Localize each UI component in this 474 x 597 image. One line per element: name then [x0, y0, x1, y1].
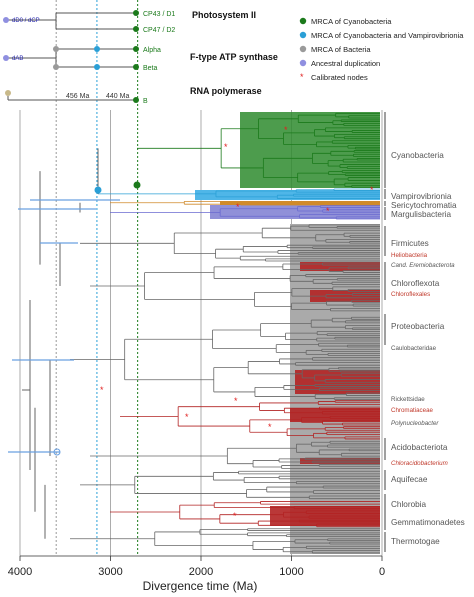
calibration-star-5: * — [326, 206, 330, 216]
clade-label-proteobacteria: Proteobacteria — [391, 322, 445, 331]
calibration-star-1: * — [224, 142, 228, 152]
legend-marker-cyano — [299, 17, 307, 25]
clade-label-sericytochromatia: Sericytochromatia — [391, 201, 457, 210]
clade-label-chlorobia: Chlorobia — [391, 500, 426, 509]
clade-label-vampirovibrionia: Vampirovibrionia — [391, 192, 452, 201]
node-mrca-bacteria — [53, 448, 61, 456]
node-annotations: * * * * * * * * * * — [8, 125, 374, 521]
legend-label-duplication: Ancestral duplication — [311, 59, 380, 68]
calibration-star-6: * — [100, 385, 104, 395]
legend-marker-duplication — [299, 59, 307, 67]
x-axis-label: Divergence time (Ma) — [143, 579, 258, 593]
clade-label-firmicutes: Firmicutes — [391, 239, 429, 248]
clade-label-chloroflexota: Chloroflexota — [391, 279, 440, 288]
reference-lines — [55, 0, 139, 556]
label-alpha: Alpha — [143, 47, 161, 54]
clade-label-cyanobacteria: Cyanobacteria — [391, 151, 444, 160]
clade-label-heliobacteria: Heliobacteria — [391, 252, 428, 259]
label-440-ma: 440 Ma — [106, 93, 129, 100]
label-cp47: CP47 / D2 — [143, 27, 175, 34]
x-tick-label-0: 0 — [379, 566, 385, 578]
clade-label-thermotogae: Thermotogae — [391, 537, 440, 546]
node-mrca-cyano — [133, 181, 141, 189]
calibration-star-3: * — [370, 185, 374, 195]
calibration-star-2: * — [284, 125, 288, 135]
title-atp-synthase: F-type ATP synthase — [190, 52, 278, 62]
legend-marker-vampiro — [299, 31, 307, 39]
label-cp43: CP43 / D1 — [143, 11, 175, 18]
duplication-node-ps2 — [3, 17, 9, 23]
title-photosystem-ii: Photosystem II — [192, 10, 256, 20]
clade-label-chloroflexales: Chloroflexales — [391, 291, 430, 298]
duplication-node-atp — [3, 55, 9, 61]
clade-label-polynucleobacter: Polynucleobacter — [391, 420, 439, 427]
ancestor-node-rnap — [5, 90, 11, 96]
clade-label-chloracidobacterium: Chloracidobacterium — [391, 460, 448, 467]
legend-label-calibrated: Calibrated nodes — [311, 73, 368, 82]
clade-label-gemmatimonadetes: Gemmatimonadetes — [391, 518, 465, 527]
label-beta: Beta — [143, 65, 158, 72]
x-tick-label-4000: 4000 — [8, 566, 32, 578]
vampiro-node-alpha — [94, 46, 100, 52]
clade-label-chromatiaceae: Chromatiaceae — [391, 407, 434, 414]
label-dab: dAB — [12, 56, 23, 62]
cyano-node-beta — [133, 64, 139, 70]
clade-label-rickettsidae: Rickettsidae — [391, 396, 425, 403]
bacteria-node-alpha — [53, 46, 59, 52]
calibration-star-8: * — [185, 412, 189, 422]
clade-label-aquifecae: Aquifecae — [391, 475, 428, 484]
label-456-ma: 456 Ma — [66, 93, 89, 100]
inset-trees: dD0 / dCP CP43 / D1 CP47 / D2 Photosyste… — [3, 10, 278, 105]
clade-labels: Cyanobacteria VampirovibrioniaSericytochr… — [384, 112, 465, 552]
cyano-node-b — [133, 97, 139, 103]
clade-label-caulobacteridae: Caulobacteridae — [391, 345, 437, 352]
calibration-star-10: * — [233, 511, 237, 521]
x-tick-label-3000: 3000 — [98, 566, 122, 578]
cyano-node-cp47 — [133, 26, 139, 32]
label-d0-dcp: dD0 / dCP — [12, 18, 40, 24]
label-b: B — [143, 98, 148, 105]
legend-label-vampiro: MRCA of Cyanobacteria and Vampirovibrion… — [311, 31, 464, 40]
calibration-star-4: * — [236, 202, 240, 212]
x-axis: 4000 3000 2000 1000 0 — [8, 555, 385, 578]
calibration-star-9: * — [268, 422, 272, 432]
calibration-star-7: * — [234, 396, 238, 406]
cyano-node-alpha — [133, 46, 139, 52]
x-tick-label-2000: 2000 — [189, 566, 213, 578]
legend-marker-calibrated: * — [300, 72, 304, 82]
clade-label-acidobacteriota: Acidobacteriota — [391, 443, 448, 452]
x-tick-label-1000: 1000 — [279, 566, 303, 578]
legend-label-bacteria: MRCA of Bacteria — [311, 45, 371, 54]
node-mrca-cyano-vampiro — [94, 186, 102, 194]
vampiro-node-beta — [94, 64, 100, 70]
bacteria-node-beta — [53, 64, 59, 70]
clade-label-margulisbacteria: Margulisbacteria — [391, 210, 452, 219]
cyano-node-cp43 — [133, 10, 139, 16]
phylogeny-branches — [22, 112, 380, 554]
title-rna-polymerase: RNA polymerase — [190, 86, 262, 96]
legend-label-cyano: MRCA of Cyanobacteria — [311, 17, 392, 26]
legend: MRCA of Cyanobacteria MRCA of Cyanobacte… — [299, 17, 464, 82]
legend-marker-bacteria — [299, 45, 307, 53]
clade-label-cand-eremiobacterota: Cand. Eremiobacterota — [391, 262, 455, 269]
